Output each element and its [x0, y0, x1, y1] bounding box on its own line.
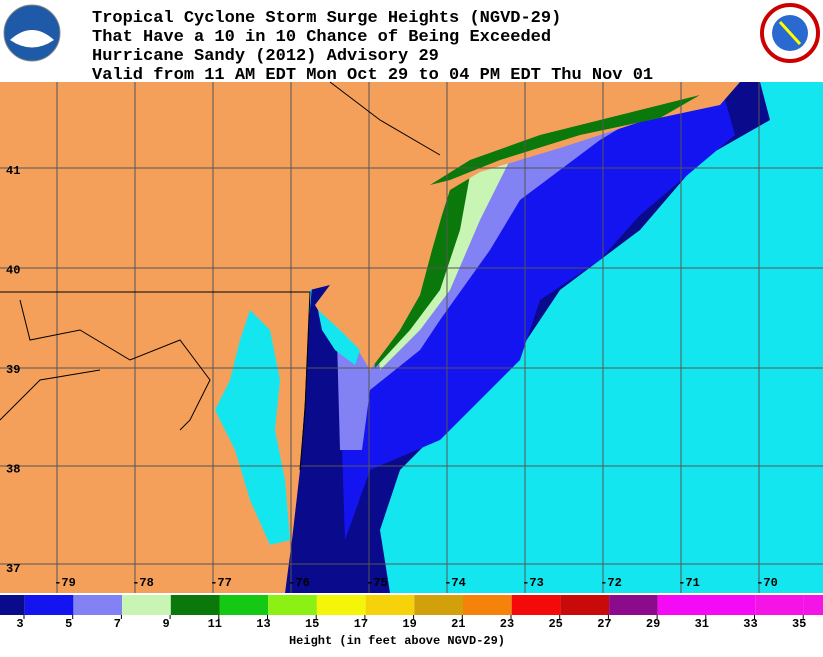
lon-label: -75: [366, 576, 388, 590]
legend-label: 29: [646, 617, 660, 631]
lat-label: 39: [6, 363, 20, 377]
legend-swatch: [609, 595, 658, 615]
legend-swatch: [755, 595, 804, 615]
legend-label: 23: [500, 617, 514, 631]
legend-label: 31: [695, 617, 709, 631]
legend-swatch: [560, 595, 610, 615]
border: [329, 81, 441, 156]
legend-label: 33: [743, 617, 757, 631]
title-line: Valid from 11 AM EDT Mon Oct 29 to 04 PM…: [92, 66, 653, 85]
state-borders: [0, 81, 441, 471]
legend-swatch: [73, 595, 123, 615]
legend-label: 5: [65, 617, 72, 631]
lon-label: -77: [210, 576, 232, 590]
lon-label: -76: [288, 576, 310, 590]
title-line: Hurricane Sandy (2012) Advisory 29: [92, 47, 439, 66]
legend-swatch: [803, 595, 823, 615]
legend-swatch: [24, 595, 74, 615]
lon-label: -79: [54, 576, 76, 590]
legend-swatch: [511, 595, 561, 615]
legend-swatch: [268, 595, 317, 615]
border: [0, 369, 101, 421]
lon-label: -72: [600, 576, 622, 590]
lat-label: 37: [6, 562, 20, 576]
lon-label: -74: [444, 576, 466, 590]
legend-label: 21: [451, 617, 465, 631]
border: [0, 291, 311, 471]
nws-logo-bolt: [778, 20, 802, 46]
legend-swatch: [414, 595, 463, 615]
legend-title: Height (in feet above NGVD-29): [289, 634, 505, 648]
lon-label: -70: [756, 576, 778, 590]
title-line: That Have a 10 in 10 Chance of Being Exc…: [92, 28, 551, 47]
legend-label: 25: [548, 617, 562, 631]
legend-swatch: [463, 595, 512, 615]
legend-swatch: [706, 595, 756, 615]
legend-label: 35: [792, 617, 806, 631]
lat-label: 38: [6, 463, 20, 477]
legend-label: 27: [597, 617, 611, 631]
legend-swatch: [219, 595, 269, 615]
lat-label: 40: [6, 264, 20, 278]
legend: 3 5 7 9 11 13 15 17 19 21 23 25 27 29 31 33 35: [0, 595, 823, 631]
legend-swatch: [170, 595, 220, 615]
legend-label: 9: [162, 617, 169, 631]
sound-surge: [430, 95, 700, 185]
delaware-bay: [318, 310, 360, 365]
legend-label: 3: [16, 617, 23, 631]
lon-label: -73: [522, 576, 544, 590]
legend-swatch: [657, 595, 707, 615]
legend-swatch: [0, 595, 25, 615]
lon-labels: -79 -78 -77 -76 -75 -74 -73 -72 -71 -70: [54, 576, 778, 590]
legend-swatch: [122, 595, 171, 615]
border: [19, 299, 211, 431]
legend-label: 19: [402, 617, 416, 631]
graticule: [0, 82, 823, 593]
chesapeake-bay: [215, 310, 290, 545]
legend-label: 15: [305, 617, 319, 631]
title-line: Tropical Cyclone Storm Surge Heights (NG…: [92, 9, 561, 28]
lon-label: -78: [132, 576, 154, 590]
lat-labels: 41 40 39 38 37: [6, 164, 20, 576]
lon-label: -71: [678, 576, 700, 590]
noaa-logo-bird: [10, 30, 54, 48]
land: [0, 82, 740, 593]
legend-label: 7: [114, 617, 121, 631]
map-area: [0, 81, 823, 593]
legend-label: 13: [256, 617, 270, 631]
legend-swatch: [316, 595, 366, 615]
legend-label: 11: [208, 617, 222, 631]
lat-label: 41: [6, 164, 20, 178]
legend-label: 17: [354, 617, 368, 631]
legend-swatch: [365, 595, 415, 615]
